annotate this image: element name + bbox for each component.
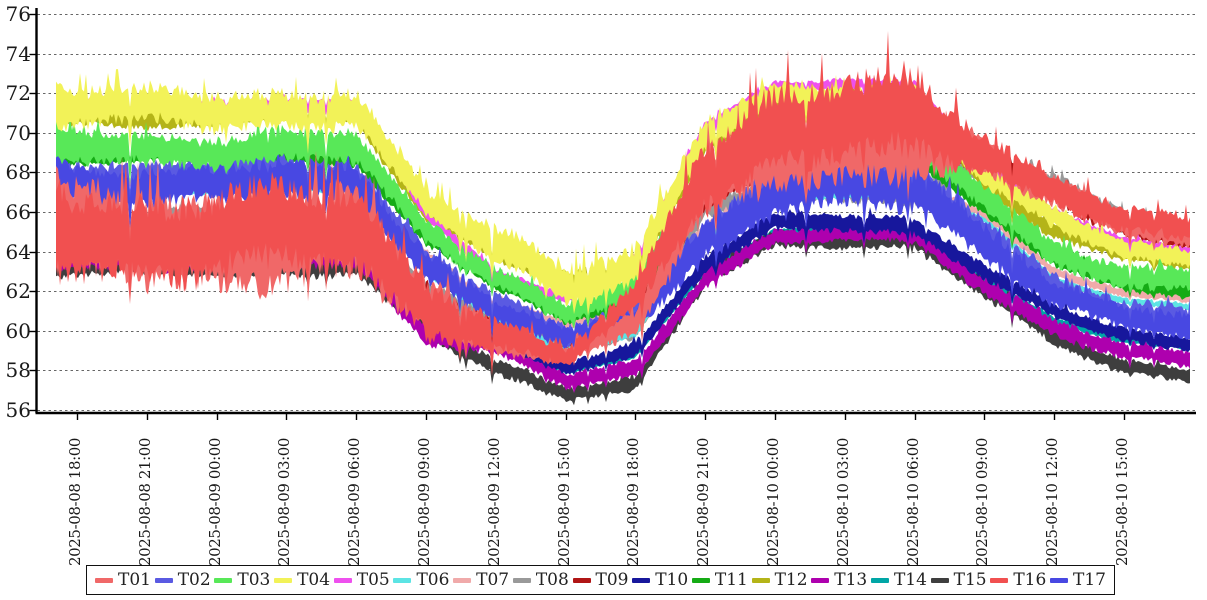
legend-item: T11 bbox=[691, 570, 748, 590]
x-tick-label: 2025-08-10 12:00 bbox=[1043, 437, 1062, 566]
y-tick-label: 74 bbox=[5, 41, 31, 66]
y-tick-label: 70 bbox=[5, 120, 31, 145]
x-tick-label: 2025-08-08 21:00 bbox=[135, 437, 154, 566]
y-tick-label: 62 bbox=[5, 279, 31, 304]
legend-item: T04 bbox=[274, 570, 330, 590]
x-tick-label: 2025-08-09 06:00 bbox=[345, 437, 364, 566]
x-tick-label: 2025-08-10 00:00 bbox=[764, 437, 782, 566]
legend-label: T08 bbox=[535, 570, 569, 590]
legend-swatch-t03 bbox=[214, 577, 233, 583]
legend-swatch-t13 bbox=[811, 577, 830, 583]
y-tick-label: 66 bbox=[5, 200, 31, 224]
legend-label: T12 bbox=[774, 570, 808, 590]
legend-label: T04 bbox=[297, 570, 331, 590]
legend-label: T14 bbox=[893, 570, 927, 590]
legend-label: T10 bbox=[655, 570, 689, 590]
legend-label: T17 bbox=[1073, 570, 1106, 590]
legend-swatch-t10 bbox=[632, 577, 651, 583]
legend-label: T11 bbox=[714, 570, 748, 590]
legend-swatch-t04 bbox=[274, 577, 293, 583]
x-tick-label: 2025-08-09 00:00 bbox=[205, 437, 224, 566]
y-tick-label: 58 bbox=[5, 358, 31, 383]
legend-item: T05 bbox=[333, 570, 390, 590]
legend-label: T01 bbox=[118, 570, 151, 590]
legend-swatch-t07 bbox=[453, 577, 472, 583]
legend-item: T08 bbox=[512, 570, 569, 590]
legend-swatch-t09 bbox=[572, 577, 591, 583]
legend-item: T03 bbox=[214, 570, 270, 590]
legend-item: T02 bbox=[154, 570, 211, 590]
y-tick-label: 68 bbox=[5, 160, 31, 185]
legend-label: T03 bbox=[237, 570, 271, 590]
legend-item: T13 bbox=[811, 570, 867, 590]
legend-swatch-t14 bbox=[870, 577, 889, 583]
legend-swatch-t17 bbox=[1050, 577, 1068, 583]
legend-swatch-t16 bbox=[990, 577, 1009, 583]
legend-label: T09 bbox=[595, 570, 629, 590]
legend-swatch-t02 bbox=[154, 577, 173, 583]
y-tick-label: 64 bbox=[5, 239, 31, 264]
legend-label: T13 bbox=[834, 570, 868, 590]
legend-label: T16 bbox=[1013, 570, 1047, 590]
x-tick-label: 2025-08-10 09:00 bbox=[973, 437, 992, 566]
x-tick-label: 2025-08-10 15:00 bbox=[1113, 437, 1131, 566]
legend-item: T12 bbox=[751, 570, 808, 590]
legend: T01 T02 T03 T04 T05 T06 T07 T08 T09 T10 T11 T12 T13 T… bbox=[86, 565, 1115, 595]
legend-label: T02 bbox=[177, 570, 211, 590]
legend-item: T16 bbox=[990, 570, 1046, 590]
y-tick-label: 72 bbox=[5, 81, 31, 106]
legend-swatch-t11 bbox=[691, 577, 710, 583]
x-tick-label: 2025-08-10 03:00 bbox=[833, 437, 852, 566]
x-tick-label: 2025-08-09 09:00 bbox=[415, 437, 433, 566]
legend-swatch-t08 bbox=[512, 577, 531, 583]
legend-swatch-t12 bbox=[751, 577, 770, 583]
legend-item: T17 bbox=[1050, 570, 1106, 590]
legend-swatch-t06 bbox=[393, 577, 412, 583]
legend-label: T15 bbox=[953, 570, 987, 590]
x-tick-label: 2025-08-09 12:00 bbox=[484, 437, 503, 566]
legend-swatch-t15 bbox=[930, 577, 949, 583]
legend-item: T10 bbox=[632, 570, 688, 590]
x-tick-label: 2025-08-09 15:00 bbox=[554, 437, 573, 566]
legend-swatch-t01 bbox=[95, 577, 113, 583]
x-tick-label: 2025-08-09 18:00 bbox=[624, 437, 643, 566]
y-tick-label: 56 bbox=[5, 398, 31, 422]
x-tick-label: 2025-08-10 06:00 bbox=[903, 437, 922, 566]
x-tick-label: 2025-08-09 21:00 bbox=[694, 437, 713, 566]
legend-item: T14 bbox=[870, 570, 927, 590]
legend-label: T05 bbox=[356, 570, 390, 590]
x-tick-label: 2025-08-08 18:00 bbox=[66, 437, 84, 566]
x-tick-label: 2025-08-09 03:00 bbox=[275, 437, 294, 566]
legend-label: T07 bbox=[476, 570, 510, 590]
legend-item: T07 bbox=[453, 570, 509, 590]
legend-swatch-t05 bbox=[333, 577, 352, 583]
legend-item: T09 bbox=[572, 570, 629, 590]
y-tick-label: 60 bbox=[5, 318, 31, 343]
legend-item: T01 bbox=[95, 570, 151, 590]
y-tick-label: 76 bbox=[5, 2, 31, 26]
legend-label: T06 bbox=[416, 570, 450, 590]
legend-item: T06 bbox=[393, 570, 449, 590]
legend-item: T15 bbox=[930, 570, 987, 590]
